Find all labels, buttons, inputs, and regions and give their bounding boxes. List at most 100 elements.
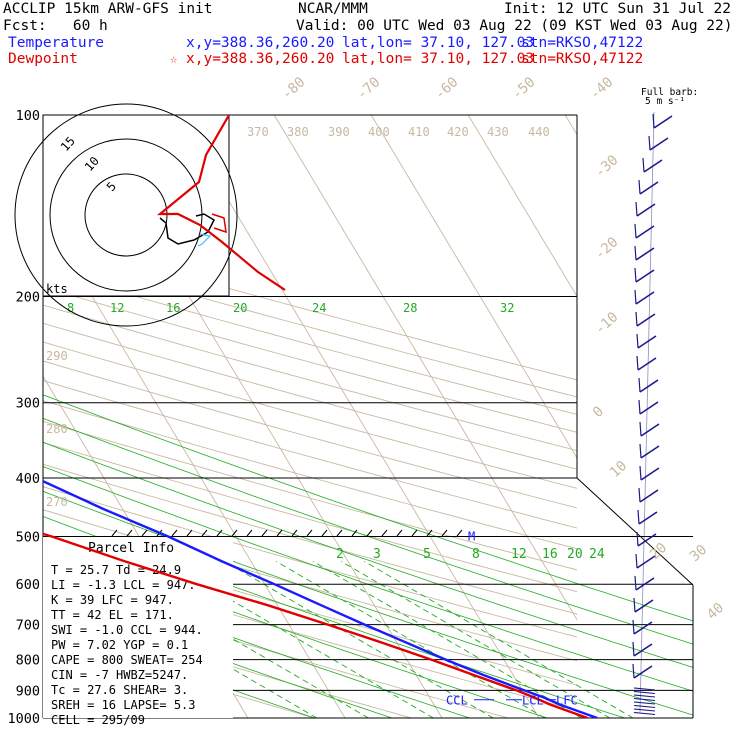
parcel-info-title: Parcel Info xyxy=(88,541,174,556)
wind-barb xyxy=(637,357,657,371)
wind-barb xyxy=(633,665,653,679)
wind-barb-low xyxy=(633,701,656,705)
hatch-mark xyxy=(186,529,193,537)
parcel-info-row: SREH = 16 LAPSE= 5.3 xyxy=(51,698,196,712)
pressure-label-800: 800 xyxy=(16,653,40,669)
hatch-mark xyxy=(276,529,283,537)
wind-barb xyxy=(637,533,657,547)
hatch-mark xyxy=(381,529,388,537)
wind-barb-low xyxy=(633,690,656,695)
wind-barb-flag xyxy=(639,465,642,481)
star-icon: ☆ xyxy=(170,52,178,66)
theta-e-label: 20 xyxy=(233,301,247,315)
wind-barb-flag xyxy=(638,179,641,195)
wind-barb-flag xyxy=(648,135,651,151)
wind-barb xyxy=(635,269,655,283)
mixing-ratio-line xyxy=(99,561,369,718)
hatch-mark xyxy=(201,529,208,537)
wind-barb-flag xyxy=(638,487,641,503)
isotherm-label: -20 xyxy=(592,234,622,263)
dry-adiabat-line xyxy=(43,252,577,398)
valid-label: Valid: 00 UTC Wed 03 Aug 22 (09 KST Wed … xyxy=(296,18,733,34)
dewpoint-stn: stn=RKSO,47122 xyxy=(521,51,644,67)
isotherm-label: -70 xyxy=(354,74,384,103)
mixing-ratio-line xyxy=(312,561,582,718)
dewpoint-trace-upper xyxy=(156,115,286,291)
wind-barb-low xyxy=(633,711,656,716)
hatch-mark xyxy=(441,529,448,537)
temperature-latlon: lat,lon= 37.10, 127.03 xyxy=(342,35,535,51)
wind-barb-flag xyxy=(637,509,640,525)
parcel-info-row: CAPE = 800 SWEAT= 254 xyxy=(51,653,203,667)
wind-barb-flag xyxy=(639,443,642,459)
pressure-label-600: 600 xyxy=(16,577,40,593)
pressure-label-200: 200 xyxy=(16,290,40,306)
wind-barb xyxy=(636,313,656,327)
parcel-info-panel: Parcel Info T = 25.7 Td = 24.9LI = -1.3 L… xyxy=(43,537,233,727)
m-label: M xyxy=(468,529,475,543)
wind-barb-flag xyxy=(642,157,645,173)
hatch-mark xyxy=(306,529,313,537)
pressure-label-900: 900 xyxy=(16,683,40,699)
theta-e-label: 24 xyxy=(312,301,326,315)
theta-label: 430 xyxy=(487,125,509,139)
mixing-ratio-line xyxy=(276,561,546,718)
dry-adiabat-line xyxy=(43,486,577,638)
isotherm-label: -80 xyxy=(279,74,309,103)
theta-label-left: 280 xyxy=(46,422,68,436)
wind-barb xyxy=(653,115,673,129)
model-title: ACCLIP 15km ARW-GFS init xyxy=(3,1,213,17)
theta-label-left: 270 xyxy=(46,495,68,509)
wind-barb-flag xyxy=(632,619,635,635)
hatch-mark xyxy=(366,529,373,537)
wind-barb-low xyxy=(633,704,656,709)
fcst-label: Fcst: 60 h xyxy=(3,18,108,34)
dry-adiabat-line xyxy=(43,322,577,470)
moist-adiabat-line xyxy=(43,594,393,718)
hatch-mark xyxy=(291,529,298,537)
wind-barb-flag xyxy=(635,311,638,327)
barb-legend-line1: Full barb: xyxy=(641,87,698,98)
hatch-mark xyxy=(321,529,328,537)
frame-right-slant xyxy=(576,477,694,586)
wind-barb-flag xyxy=(636,333,639,349)
isotherm-label: -40 xyxy=(587,74,617,103)
wind-barb-flag xyxy=(632,663,635,679)
wind-barb xyxy=(638,511,658,525)
init-label: Init: 12 UTC Sun 31 Jul 22 xyxy=(504,1,731,17)
isotherm-line xyxy=(467,115,577,298)
temperature-xy: x,y=388.36,260.20 xyxy=(186,35,335,51)
wind-barb xyxy=(649,137,669,151)
lcl-label: LCL xyxy=(522,694,544,708)
dry-adiabat-line xyxy=(43,609,414,718)
wind-barb-low xyxy=(633,687,656,691)
wind-barb xyxy=(635,291,655,305)
hatch-mark xyxy=(171,529,178,537)
mixing-ratio-line xyxy=(364,561,634,718)
hatch-mark xyxy=(246,529,253,537)
theta-e-label: 12 xyxy=(110,301,124,315)
level-annotations: ELMCCLLCLLFC xyxy=(446,529,578,708)
isotherm-line xyxy=(370,115,577,459)
chart-header: ACCLIP 15km ARW-GFS init NCAR/MMM Init: … xyxy=(0,0,740,70)
wind-barb xyxy=(633,643,653,657)
wind-barb-flag xyxy=(634,575,637,591)
isotherm-label: 0 xyxy=(590,403,607,421)
wind-barb xyxy=(636,555,656,569)
pressure-labels: 100 200 300 400 500 600 700 800 900 1000 xyxy=(7,108,40,727)
dry-adiabat-line xyxy=(43,341,577,489)
wind-barb-flag xyxy=(632,641,635,657)
dewpoint-xy: x,y=388.36,260.20 xyxy=(186,51,335,67)
wind-barb xyxy=(634,599,654,613)
parcel-info-row: CIN = -7 HWBZ=5247. xyxy=(51,668,188,682)
hodograph-ring xyxy=(14,103,238,327)
hatch-mark xyxy=(396,529,403,537)
isotherm-line xyxy=(176,115,540,718)
hatch-mark xyxy=(411,529,418,537)
wind-barb xyxy=(639,401,659,415)
hodograph-frame xyxy=(42,114,230,297)
wind-barb-flag xyxy=(638,399,641,415)
wind-barb xyxy=(643,159,663,173)
theta-label: 400 xyxy=(368,125,390,139)
parcel-info-row: CELL = 295/09 xyxy=(51,713,145,727)
